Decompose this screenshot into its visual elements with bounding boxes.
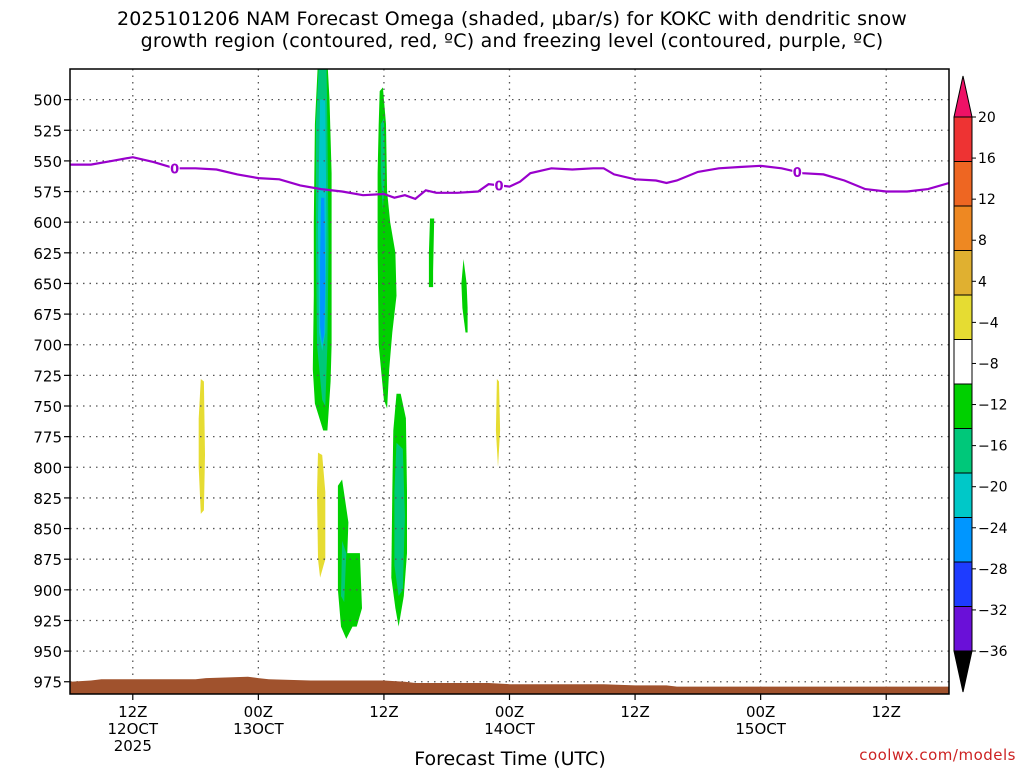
watermark: coolwx.com/models	[859, 746, 1016, 764]
colorbar-arrow-bottom	[953, 650, 973, 693]
colorbar-cell-8	[953, 472, 973, 518]
ytick-label-675: 675	[33, 306, 62, 324]
omega-region-4	[377, 87, 397, 409]
x-axis-label: Forecast Time (UTC)	[414, 748, 605, 768]
ytick-label-525: 525	[33, 122, 62, 140]
colorbar-cell-10	[953, 561, 973, 607]
colorbar-cell-6	[953, 383, 973, 429]
colorbar-label-10: −24	[978, 521, 1008, 537]
ytick-label-550: 550	[33, 153, 62, 171]
ytick-label-800: 800	[33, 459, 62, 477]
xtick-label-18-1: 13OCT	[233, 720, 284, 738]
colorbar-label-6: −8	[978, 356, 999, 372]
ytick-label-600: 600	[33, 214, 62, 232]
freezing-label-2: 0	[793, 166, 802, 181]
ytick-label-825: 825	[33, 490, 62, 508]
xtick-label-6-2: 2025	[114, 737, 152, 755]
omega-region-9	[394, 442, 405, 596]
omega-shading	[198, 69, 501, 639]
omega-region-14	[495, 379, 501, 468]
colorbar-label-12: −32	[978, 603, 1008, 619]
colorbar: 20 16 12 8 4 −4 −8 −12 −16 −20 −24 −28 −32 −36	[953, 75, 1008, 693]
colorbar-cell-4	[953, 294, 973, 340]
chart-title: 2025101206 NAM Forecast Omega (shaded, μ…	[0, 8, 1024, 52]
freezing-label-bg-2	[792, 163, 803, 179]
omega-region-12	[198, 379, 205, 514]
ytick-label-575: 575	[33, 184, 62, 202]
colorbar-cell-11	[953, 606, 973, 652]
ytick-label-925: 925	[33, 612, 62, 630]
colorbar-cell-0	[953, 116, 973, 162]
freezing-label-bg-1	[494, 177, 505, 193]
xtick-label-42-0: 00Z	[495, 703, 524, 721]
ytick-label-750: 750	[33, 398, 62, 416]
colorbar-cell-9	[953, 517, 973, 563]
colorbar-cell-3	[953, 250, 973, 296]
colorbar-cell-7	[953, 428, 973, 474]
ytick-label-650: 650	[33, 275, 62, 293]
xtick-label-66-0: 00Z	[746, 703, 775, 721]
colorbar-label-9: −20	[978, 480, 1008, 496]
colorbar-arrow-top	[953, 75, 973, 118]
freezing-label-0: 0	[170, 162, 179, 177]
freezing-level-line	[70, 156, 949, 201]
xtick-label-42-1: 14OCT	[484, 720, 535, 738]
ytick-label-900: 900	[33, 582, 62, 600]
y-axis-ticks: 500 525 550 575 600 625 650 675 700 725 750 775 800 8…	[33, 92, 70, 692]
ytick-label-950: 950	[33, 643, 62, 661]
colorbar-label-5: −4	[978, 315, 999, 331]
ytick-label-725: 725	[33, 367, 62, 385]
chart-title-line-2: growth region (contoured, red, ºC) and f…	[140, 30, 884, 52]
colorbar-cell-5	[953, 339, 973, 385]
xtick-label-18-0: 00Z	[244, 703, 273, 721]
ytick-label-975: 975	[33, 674, 62, 692]
colorbar-cell-2	[953, 205, 973, 251]
terrain-fill	[70, 676, 949, 694]
omega-region-7	[461, 259, 468, 333]
xtick-label-30-0: 12Z	[369, 703, 398, 721]
freezing-label-1: 0	[495, 179, 504, 194]
colorbar-cell-1	[953, 161, 973, 207]
colorbar-label-1: 16	[978, 151, 996, 167]
xtick-label-6-1: 12OCT	[108, 720, 159, 738]
grid-lines	[70, 69, 949, 694]
ytick-label-700: 700	[33, 337, 62, 355]
colorbar-label-0: 20	[978, 110, 996, 126]
freezing-level-contour: 0 0 0	[70, 156, 949, 201]
colorbar-label-7: −12	[978, 398, 1008, 414]
xtick-label-78-0: 12Z	[872, 703, 901, 721]
colorbar-label-4: 4	[978, 274, 987, 290]
omega-region-6	[428, 218, 435, 288]
colorbar-label-13: −36	[978, 644, 1008, 660]
colorbar-label-8: −16	[978, 439, 1008, 455]
omega-region-3	[320, 197, 326, 345]
xtick-label-54-0: 12Z	[620, 703, 649, 721]
xtick-label-66-1: 15OCT	[735, 720, 786, 738]
colorbar-label-11: −28	[978, 562, 1008, 578]
chart-title-line-1: 2025101206 NAM Forecast Omega (shaded, μ…	[116, 8, 908, 30]
colorbar-label-3: 8	[978, 233, 987, 249]
ytick-label-625: 625	[33, 245, 62, 263]
ytick-label-775: 775	[33, 429, 62, 447]
freezing-label-bg-0	[169, 160, 180, 176]
terrain	[70, 676, 949, 694]
omega-region-11	[341, 540, 347, 603]
omega-region-13	[317, 452, 326, 578]
colorbar-label-2: 12	[978, 192, 996, 208]
xtick-label-6-0: 12Z	[118, 703, 147, 721]
ytick-label-850: 850	[33, 521, 62, 539]
ytick-label-875: 875	[33, 551, 62, 569]
ytick-label-500: 500	[33, 92, 62, 110]
